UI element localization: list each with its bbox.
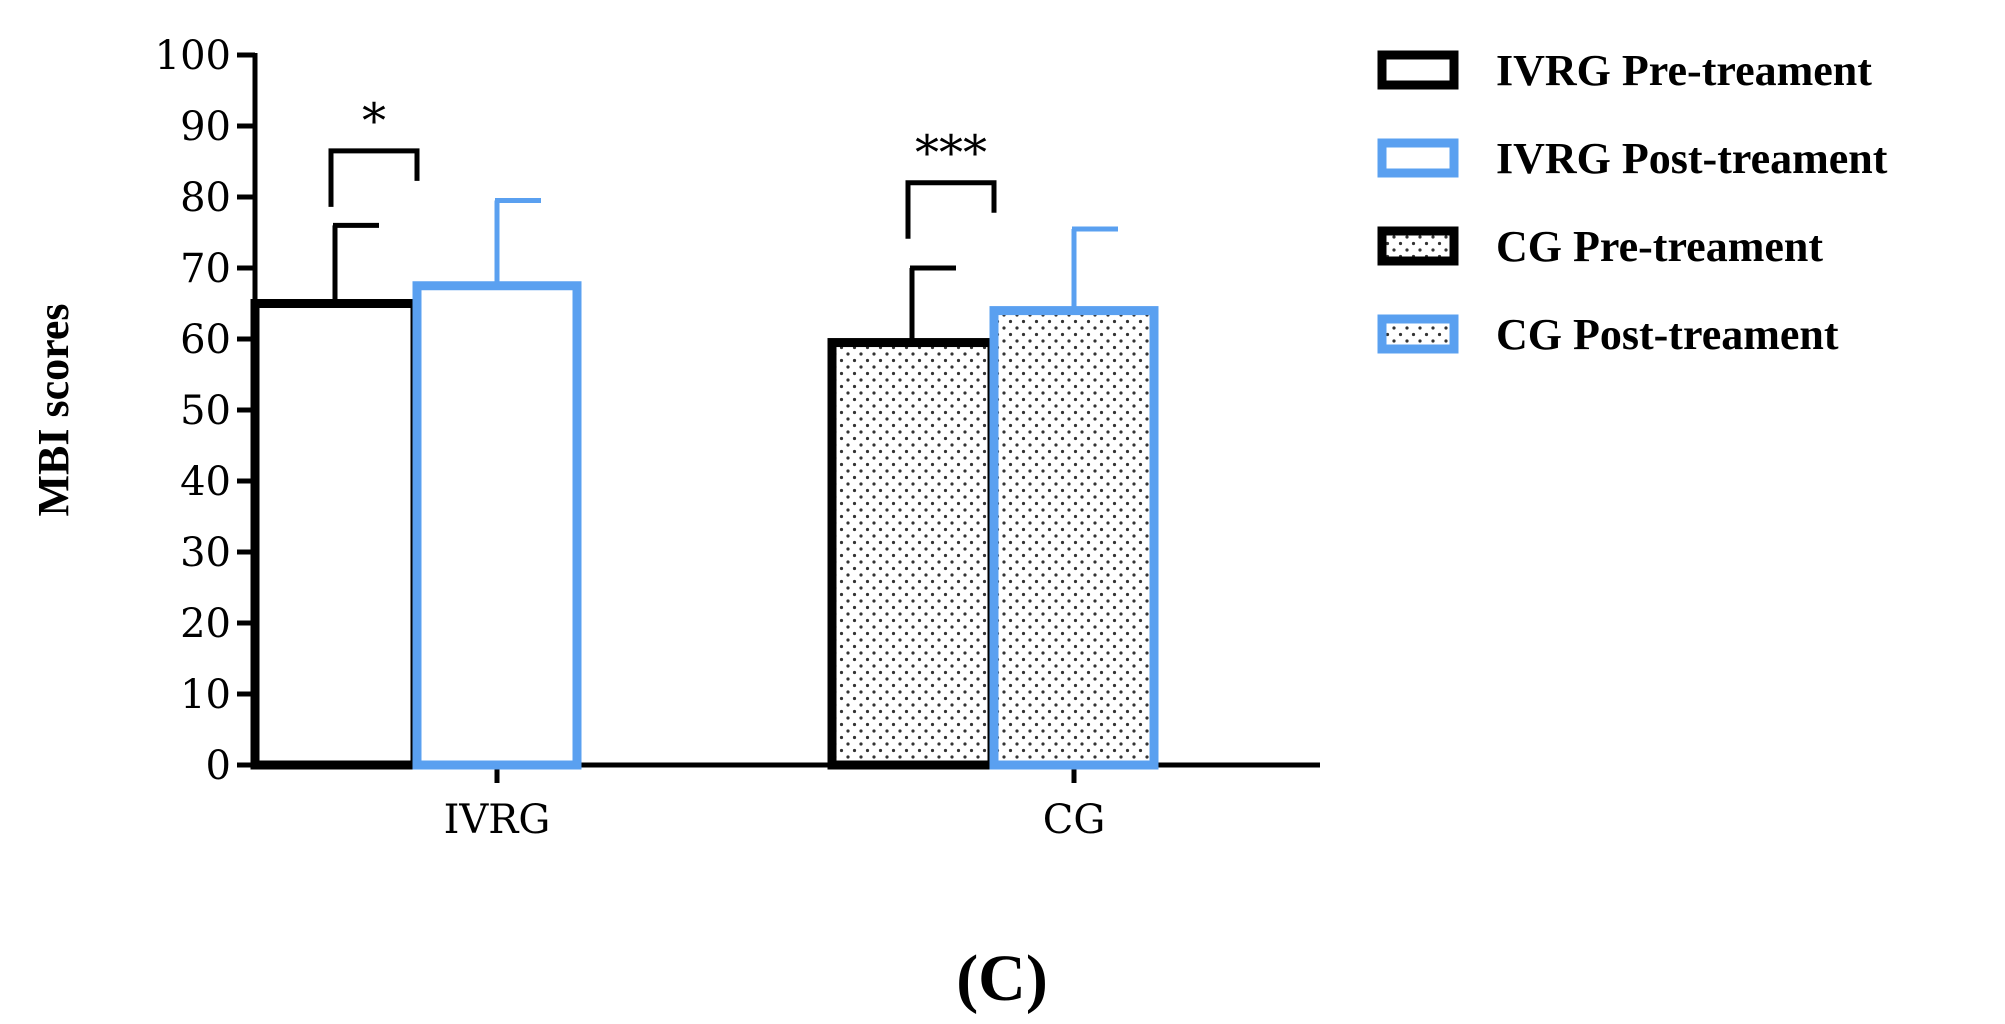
significance-label: * [362,93,386,149]
panel-label: (C) [956,942,1048,1015]
significance-bracket: * [328,93,420,207]
y-tick-label: 30 [180,530,231,576]
bracket-line [905,180,997,239]
significance-bracket: *** [905,125,997,239]
error-bar [494,198,541,286]
legend-swatch [1377,138,1459,178]
y-tick-label: 0 [206,743,231,789]
y-tick-label: 50 [180,388,231,434]
y-axis: 0 10 20 30 40 50 60 70 80 90 100 [155,33,258,789]
legend-swatch [1377,50,1459,90]
y-tick-label: 40 [180,459,231,505]
x-tick-label: CG [1043,797,1106,843]
bar [827,338,997,770]
y-tick-label: 90 [180,104,231,150]
legend: IVRG Pre-treament IVRG Post-treament CG Pr… [1377,46,1888,359]
significance-label: *** [915,125,987,181]
legend-swatch [1377,226,1459,266]
bracket-line [328,148,420,207]
bar [989,306,1159,770]
y-tick-label: 80 [180,175,231,221]
error-bar [332,222,379,304]
y-axis-label: MBI scores [29,303,78,516]
bars [250,281,1159,770]
legend-label: IVRG Pre-treament [1496,46,1872,95]
error-bar [1071,226,1118,311]
y-tick-label: 60 [180,317,231,363]
legend-item: IVRG Pre-treament [1377,46,1872,95]
legend-label: CG Post-treament [1496,310,1839,359]
x-tick-label: IVRG [444,797,551,843]
legend-label: IVRG Post-treament [1496,134,1888,183]
error-bar [909,265,956,343]
x-axis: IVRG CG [253,762,1320,843]
legend-item: CG Pre-treament [1377,222,1823,271]
y-tick-label: 100 [155,33,231,79]
legend-swatch [1377,314,1459,354]
y-tick-label: 20 [180,601,231,647]
significance-brackets: **** [328,93,997,239]
legend-item: CG Post-treament [1377,310,1839,359]
error-bars [332,198,1118,343]
y-tick-label: 10 [180,672,231,718]
y-tick-label: 70 [180,246,231,292]
legend-label: CG Pre-treament [1496,222,1823,271]
bar [250,299,420,770]
bar [412,281,582,770]
legend-item: IVRG Post-treament [1377,134,1888,183]
